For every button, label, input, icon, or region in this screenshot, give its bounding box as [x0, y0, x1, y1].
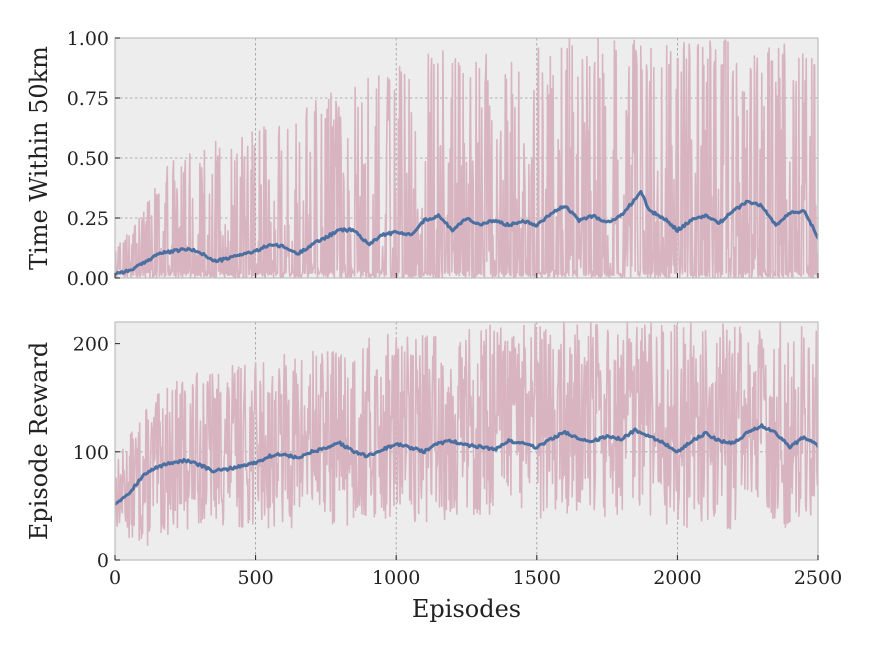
raw-episode-series	[115, 322, 818, 546]
x-tick-label: 2000	[653, 567, 701, 589]
raw-episode-series	[115, 38, 818, 278]
x-tick-label: 2500	[794, 567, 842, 589]
x-tick-label: 1000	[372, 567, 420, 589]
y-tick-label: 100	[73, 442, 109, 464]
plot-frame	[114, 321, 819, 561]
x-tick-label: 0	[109, 567, 121, 589]
y-tick-label: 200	[73, 334, 109, 356]
y-tick-label: 0.50	[67, 148, 109, 170]
y-tick-label: 0.75	[67, 88, 109, 110]
y-tick-label: 0	[97, 550, 109, 572]
y-tick-label: 0.25	[67, 208, 109, 230]
x-axis-title: Episodes	[412, 595, 521, 623]
y-axis-title: Episode Reward	[25, 342, 53, 540]
smoothed-series	[115, 189, 818, 276]
panel-episode-reward: 0 500 1000 1500 2000 2500 0 100 200 Episode Rewar…	[25, 321, 842, 623]
panel-time-within-50km: 0.00 0.25 0.50 0.75 1.00 Time Within 50km	[25, 28, 819, 290]
y-axis-title: Time Within 50km	[25, 46, 53, 270]
smoothed-series	[115, 423, 818, 506]
x-tick-label: 1500	[513, 567, 561, 589]
y-tick-label: 0.00	[67, 268, 109, 290]
y-tick-label: 1.00	[67, 28, 109, 50]
x-tick-label: 500	[237, 567, 273, 589]
